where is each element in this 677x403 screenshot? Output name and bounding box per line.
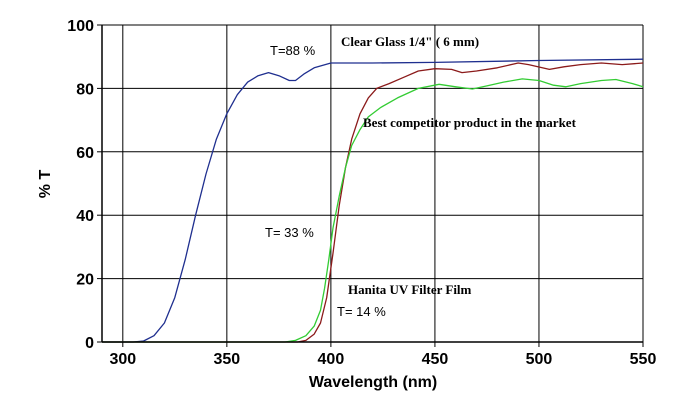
annotation-t14: T= 14 % [337, 304, 386, 319]
annotation-hanita: Hanita UV Filter Film [348, 282, 472, 297]
annotation-t88: T=88 % [270, 43, 316, 58]
x-axis-title: Wavelength (nm) [309, 374, 437, 391]
x-tick-label: 450 [422, 351, 449, 368]
x-tick-label: 550 [630, 351, 657, 368]
y-axis-title: % T [37, 170, 54, 199]
y-tick-label: 0 [85, 335, 94, 352]
y-tick-label: 40 [76, 208, 94, 225]
annotation-t33: T= 33 % [265, 225, 314, 240]
data-series [102, 58, 644, 343]
axes [101, 25, 643, 343]
y-tick-label: 60 [76, 145, 94, 162]
y-tick-label: 100 [67, 18, 94, 35]
x-tick-label: 300 [109, 351, 136, 368]
tick-labels: 300 350 400 450 500 550 0 20 40 60 80 100 [67, 18, 656, 368]
x-tick-label: 500 [526, 351, 553, 368]
x-tick-label: 350 [213, 351, 240, 368]
y-tick-label: 20 [76, 272, 94, 289]
series-best-competitor [102, 62, 644, 343]
x-tick-label: 400 [318, 351, 345, 368]
y-tick-label: 80 [76, 81, 94, 98]
plot-area [102, 25, 643, 342]
annotation-clear-glass: Clear Glass 1/4" ( 6 mm) [341, 34, 479, 49]
annotation-best-competitor: Best competitor product in the market [363, 115, 577, 130]
series-clear-glass [102, 58, 644, 343]
series-hanita-uv-filter [102, 78, 644, 343]
